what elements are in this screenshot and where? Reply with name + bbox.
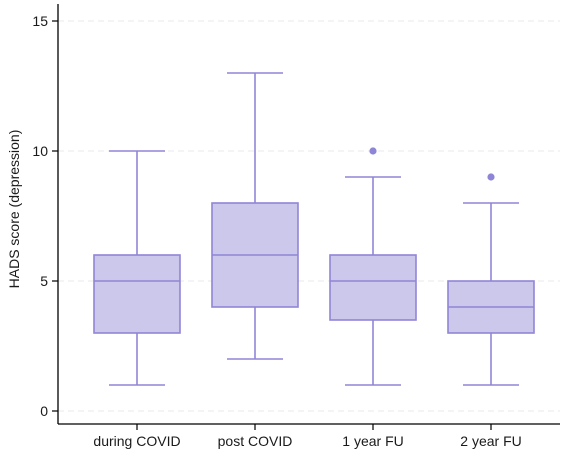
iqr-box	[93, 254, 181, 334]
y-tick-label-10: 10	[32, 143, 48, 159]
y-tick-label-15: 15	[32, 13, 48, 29]
axes	[57, 4, 560, 425]
y-ticks: 0 5 10 15	[32, 13, 58, 419]
y-tick-label-5: 5	[40, 273, 48, 289]
outlier-point	[487, 173, 495, 181]
y-axis-title: HADS score (depression)	[6, 130, 22, 289]
x-tick-label: during COVID	[93, 433, 180, 449]
box-2	[329, 147, 417, 386]
x-tick-label: 1 year FU	[342, 433, 403, 449]
y-tick-label-0: 0	[40, 403, 48, 419]
box-0	[93, 150, 181, 386]
iqr-box	[329, 254, 417, 321]
box-series	[93, 72, 535, 386]
box-3	[447, 173, 535, 386]
x-tick-labels: during COVID post COVID 1 year FU 2 year FU	[93, 424, 522, 449]
x-tick-label: 2 year FU	[460, 433, 521, 449]
outlier-point	[369, 147, 377, 155]
grid-lines	[58, 20, 560, 412]
box-1	[211, 72, 299, 360]
x-tick-label: post COVID	[218, 433, 293, 449]
